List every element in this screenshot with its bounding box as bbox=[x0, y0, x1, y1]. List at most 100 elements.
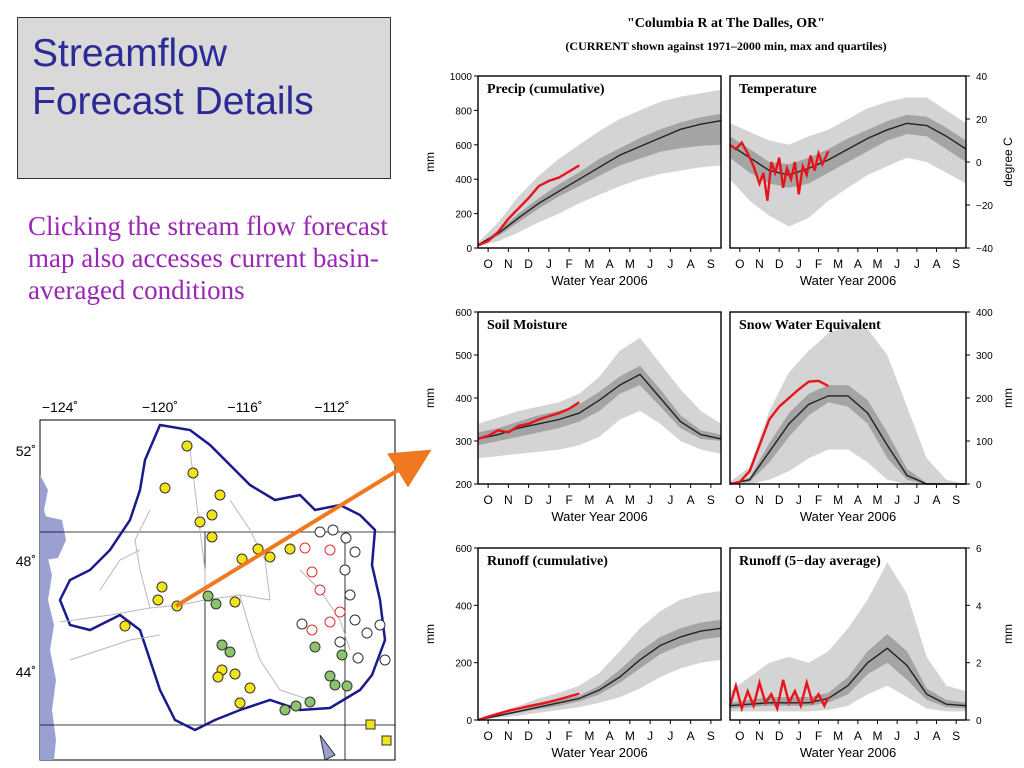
station-marker[interactable] bbox=[234, 697, 246, 709]
station-marker[interactable] bbox=[341, 680, 353, 692]
station-marker[interactable] bbox=[194, 516, 206, 528]
y-tick-label: 600 bbox=[455, 308, 472, 319]
x-tick-label: F bbox=[815, 257, 822, 271]
station-marker[interactable] bbox=[206, 509, 218, 521]
x-tick-label: M bbox=[833, 257, 843, 271]
x-tick-label: M bbox=[873, 493, 883, 507]
station-marker[interactable] bbox=[279, 704, 291, 716]
station-marker[interactable] bbox=[156, 581, 168, 593]
station-marker[interactable] bbox=[187, 467, 199, 479]
pointer-arrow bbox=[174, 449, 432, 608]
station-marker[interactable] bbox=[306, 624, 318, 636]
x-tick-label: J bbox=[796, 729, 802, 743]
station-marker[interactable] bbox=[214, 489, 226, 501]
station-marker[interactable] bbox=[159, 482, 171, 494]
y-tick-label: −40 bbox=[976, 244, 993, 255]
station-marker[interactable] bbox=[284, 543, 296, 555]
x-tick-label: M bbox=[873, 257, 883, 271]
y-axis-label: mm bbox=[423, 152, 437, 172]
station-marker[interactable] bbox=[336, 649, 348, 661]
station-marker[interactable] bbox=[334, 636, 346, 648]
station-marker[interactable] bbox=[290, 700, 302, 712]
x-axis-label: Water Year 2006 bbox=[551, 745, 647, 760]
station-marker[interactable] bbox=[324, 544, 336, 556]
x-tick-label: A bbox=[606, 729, 614, 743]
station-marker[interactable] bbox=[299, 542, 311, 554]
median-line bbox=[729, 647, 967, 707]
station-marker[interactable] bbox=[309, 641, 321, 653]
station-marker[interactable] bbox=[216, 639, 228, 651]
station-marker[interactable] bbox=[352, 652, 364, 664]
x-tick-label: M bbox=[873, 729, 883, 743]
x-tick-label: O bbox=[735, 493, 744, 507]
station-marker[interactable] bbox=[314, 584, 326, 596]
station-marker[interactable] bbox=[324, 616, 336, 628]
x-tick-label: N bbox=[755, 257, 764, 271]
streamflow-forecast-map[interactable]: −124˚ −120˚ −116˚ −112˚ 52˚ 48˚ 44˚ bbox=[0, 390, 400, 768]
x-tick-label: M bbox=[625, 493, 635, 507]
x-tick-label: O bbox=[735, 729, 744, 743]
x-tick-label: F bbox=[815, 729, 822, 743]
station-marker[interactable] bbox=[334, 606, 346, 618]
station-marker-square[interactable] bbox=[381, 735, 392, 746]
station-marker[interactable] bbox=[379, 654, 391, 666]
station-marker[interactable] bbox=[361, 627, 373, 639]
slide-title-line1: Streamflow bbox=[32, 32, 228, 75]
station-marker[interactable] bbox=[244, 682, 256, 694]
station-marker[interactable] bbox=[212, 671, 224, 683]
station-marker[interactable] bbox=[349, 546, 361, 558]
station-marker[interactable] bbox=[340, 532, 352, 544]
station-marker[interactable] bbox=[374, 619, 386, 631]
station-marker[interactable] bbox=[344, 589, 356, 601]
y-tick-label: 600 bbox=[455, 141, 472, 152]
x-tick-label: N bbox=[504, 729, 513, 743]
station-marker[interactable] bbox=[324, 670, 336, 682]
station-marker[interactable] bbox=[349, 614, 361, 626]
x-tick-label: M bbox=[625, 257, 635, 271]
station-marker[interactable] bbox=[229, 668, 241, 680]
x-tick-label: J bbox=[894, 257, 900, 271]
x-tick-label: D bbox=[524, 257, 533, 271]
x-tick-label: D bbox=[775, 729, 784, 743]
station-marker[interactable] bbox=[304, 696, 316, 708]
median-line bbox=[477, 120, 722, 246]
station-marker[interactable] bbox=[152, 594, 164, 606]
station-marker[interactable] bbox=[327, 524, 339, 536]
station-marker[interactable] bbox=[339, 564, 351, 576]
station-marker[interactable] bbox=[329, 679, 341, 691]
station-marker[interactable] bbox=[314, 526, 326, 538]
x-tick-label: M bbox=[833, 729, 843, 743]
x-tick-label: A bbox=[687, 729, 695, 743]
station-marker[interactable] bbox=[210, 598, 222, 610]
current-line bbox=[728, 678, 830, 713]
station-marker[interactable] bbox=[296, 618, 308, 630]
x-tick-label: J bbox=[796, 493, 802, 507]
plot-frame bbox=[477, 75, 722, 249]
station-marker[interactable] bbox=[181, 440, 193, 452]
x-tick-label: O bbox=[483, 493, 492, 507]
y-axis-label: mm bbox=[423, 388, 437, 408]
y-tick-label: 0 bbox=[466, 244, 472, 255]
station-marker[interactable] bbox=[264, 551, 276, 563]
station-marker[interactable] bbox=[119, 620, 131, 632]
x-tick-label: N bbox=[755, 493, 764, 507]
x-tick-label: J bbox=[647, 493, 653, 507]
station-marker-square[interactable] bbox=[365, 719, 376, 730]
x-tick-label: A bbox=[932, 729, 940, 743]
x-tick-label: N bbox=[504, 493, 513, 507]
y-tick-label: 300 bbox=[455, 437, 472, 448]
station-marker[interactable] bbox=[229, 596, 241, 608]
station-marker[interactable] bbox=[202, 590, 214, 602]
x-tick-label: M bbox=[625, 729, 635, 743]
station-marker[interactable] bbox=[224, 646, 236, 658]
station-marker[interactable] bbox=[206, 531, 218, 543]
slide-title: Streamflow Forecast Details bbox=[32, 30, 314, 126]
y-tick-label: 0 bbox=[976, 480, 982, 491]
lat-label: 44˚ bbox=[16, 664, 36, 680]
current-line bbox=[729, 140, 830, 201]
x-tick-label: A bbox=[606, 493, 614, 507]
y-tick-label: 600 bbox=[455, 544, 472, 555]
station-marker[interactable] bbox=[306, 566, 318, 578]
x-axis-label: Water Year 2006 bbox=[800, 509, 896, 524]
